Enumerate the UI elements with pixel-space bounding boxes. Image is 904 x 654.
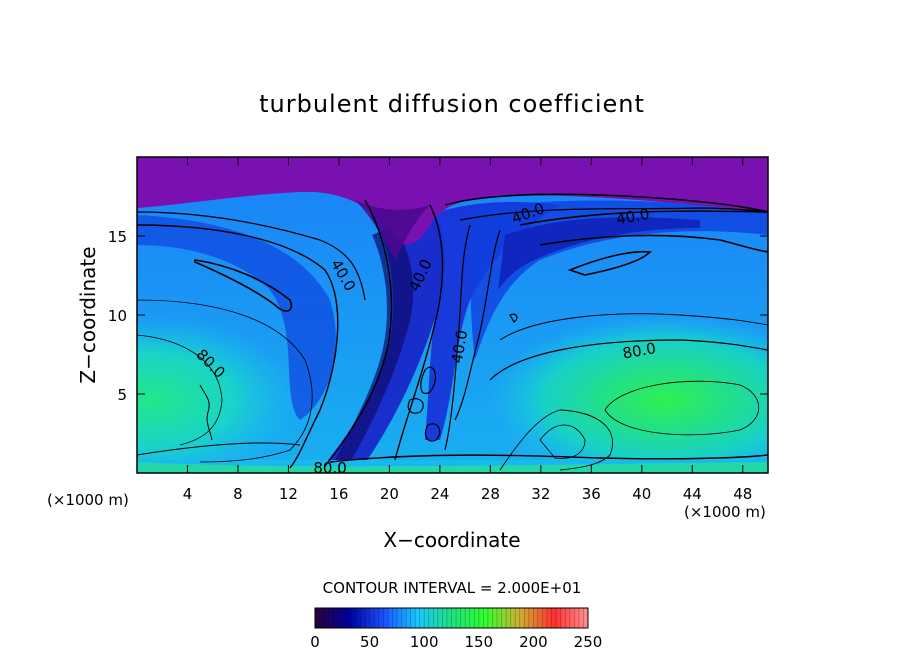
x-axis-title: X−coordinate [383,528,520,552]
y-axis: 5 10 15 [108,228,768,404]
contour-label: 40.0 [448,329,472,365]
x-tick-label: 36 [582,485,601,503]
x-tick-label: 16 [329,485,348,503]
y-tick-label: 5 [117,386,127,404]
contour-label: 80.0 [621,339,657,363]
y-axis-title: Z−coordinate [76,246,100,383]
colorbar-tick-label: 150 [464,633,493,651]
colorbar-tick-label: 100 [410,633,439,651]
x-unit-right: (×1000 m) [684,503,766,521]
colorbar: 0 50 100 150 200 250 [310,607,603,651]
x-tick-label: 12 [279,485,298,503]
colorbar-tick-label: 0 [310,633,320,651]
y-tick-label: 10 [108,307,127,325]
x-tick-label: 40 [632,485,651,503]
colorbar-tick-label: 250 [574,633,603,651]
plot-field [137,157,768,473]
chart-title: turbulent diffusion coefficient [259,90,645,118]
x-tick-label: 44 [683,485,702,503]
contour-lines [137,193,768,471]
colorbar-gradient [314,607,589,629]
colorbar-tick-label: 200 [519,633,548,651]
contour-interval-label: CONTOUR INTERVAL = 2.000E+01 [323,579,582,597]
x-tick-label: 4 [183,485,193,503]
y-tick-label: 15 [108,228,127,246]
x-tick-label: 20 [380,485,399,503]
x-tick-label: 48 [733,485,752,503]
x-tick-label: 32 [531,485,550,503]
x-unit-left: (×1000 m) [47,491,129,509]
x-axis: 4 8 12 16 20 24 28 32 36 40 44 48 [183,157,752,503]
x-tick-label: 8 [233,485,243,503]
contour-label: 40.0 [615,205,651,229]
contour-label: 80.0 [313,459,346,477]
colorbar-tick-label: 50 [360,633,379,651]
x-tick-label: 28 [481,485,500,503]
x-tick-label: 24 [430,485,449,503]
